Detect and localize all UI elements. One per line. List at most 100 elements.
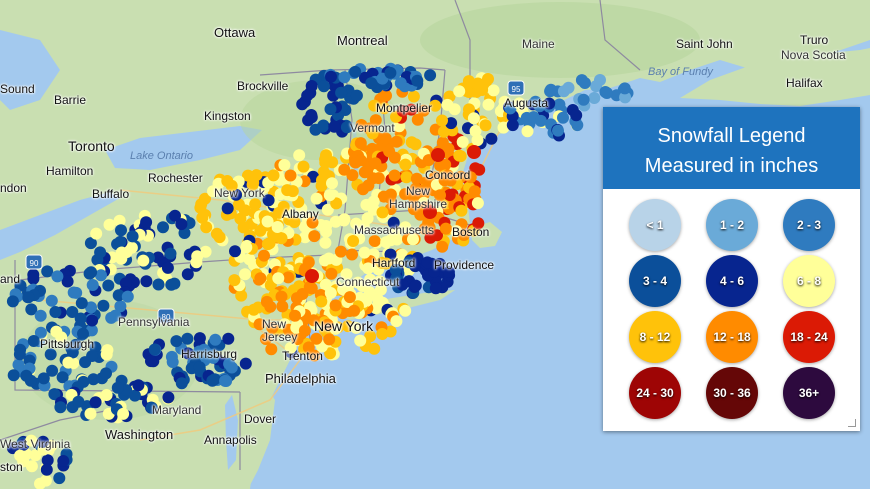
snowfall-dot[interactable] bbox=[152, 278, 165, 291]
snowfall-dot[interactable] bbox=[326, 156, 339, 169]
snowfall-dot[interactable] bbox=[390, 135, 403, 148]
snowfall-dot[interactable] bbox=[328, 120, 341, 133]
snowfall-dot[interactable] bbox=[570, 109, 583, 122]
snowfall-dot[interactable] bbox=[325, 70, 337, 83]
snowfall-dot[interactable] bbox=[94, 246, 107, 259]
snowfall-dot[interactable] bbox=[482, 98, 495, 111]
snowfall-dot[interactable] bbox=[307, 314, 320, 327]
snowfall-dot[interactable] bbox=[377, 190, 390, 203]
snowfall-dot[interactable] bbox=[487, 84, 500, 97]
snowfall-dot[interactable] bbox=[320, 220, 333, 232]
snowfall-dot[interactable] bbox=[321, 318, 334, 331]
snowfall-dot[interactable] bbox=[347, 235, 360, 247]
snowfall-dot[interactable] bbox=[299, 231, 312, 244]
snowfall-dot[interactable] bbox=[289, 309, 301, 322]
snowfall-dot[interactable] bbox=[453, 149, 466, 162]
snowfall-dot[interactable] bbox=[340, 121, 353, 134]
snowfall-dot[interactable] bbox=[557, 111, 569, 124]
snowfall-dot[interactable] bbox=[350, 89, 363, 102]
snowfall-dot[interactable] bbox=[100, 367, 112, 380]
snowfall-dot[interactable] bbox=[259, 333, 272, 345]
snowfall-dot[interactable] bbox=[388, 227, 401, 240]
snowfall-dot[interactable] bbox=[411, 252, 424, 264]
snowfall-dot[interactable] bbox=[399, 158, 412, 171]
snowfall-dot[interactable] bbox=[357, 183, 369, 196]
snowfall-dot[interactable] bbox=[407, 90, 420, 103]
snowfall-dot[interactable] bbox=[338, 71, 351, 84]
snowfall-dot[interactable] bbox=[53, 472, 66, 485]
snowfall-dot[interactable] bbox=[89, 396, 102, 409]
snowfall-dot[interactable] bbox=[441, 98, 454, 111]
snowfall-dot[interactable] bbox=[429, 99, 442, 112]
snowfall-dot[interactable] bbox=[62, 356, 75, 369]
snowfall-dot[interactable] bbox=[534, 114, 547, 127]
snowfall-dot[interactable] bbox=[235, 289, 248, 302]
snowfall-dot[interactable] bbox=[281, 184, 294, 197]
snowfall-dot[interactable] bbox=[264, 300, 277, 313]
snowfall-dot[interactable] bbox=[354, 334, 367, 347]
snowfall-dot[interactable] bbox=[376, 206, 389, 219]
snowfall-dot[interactable] bbox=[193, 332, 206, 345]
snowfall-dot[interactable] bbox=[148, 343, 161, 356]
snowfall-dot[interactable] bbox=[380, 89, 392, 102]
snowfall-dot[interactable] bbox=[434, 189, 446, 202]
snowfall-dot[interactable] bbox=[243, 253, 256, 266]
resize-handle-icon[interactable] bbox=[848, 419, 856, 427]
snowfall-dot[interactable] bbox=[77, 327, 89, 340]
snowfall-dot[interactable] bbox=[41, 265, 54, 278]
snowfall-dot[interactable] bbox=[249, 198, 262, 211]
snowfall-dot[interactable] bbox=[316, 120, 329, 133]
snowfall-dot[interactable] bbox=[103, 218, 116, 231]
snowfall-dot[interactable] bbox=[302, 341, 315, 354]
snowfall-dot[interactable] bbox=[240, 241, 253, 254]
snowfall-dot[interactable] bbox=[79, 356, 92, 369]
snowfall-dot[interactable] bbox=[37, 435, 50, 448]
snowfall-dot[interactable] bbox=[319, 236, 332, 249]
snowfall-dot[interactable] bbox=[272, 272, 285, 285]
snowfall-dot[interactable] bbox=[237, 221, 250, 234]
snowfall-dot[interactable] bbox=[409, 279, 422, 292]
snowfall-dot[interactable] bbox=[362, 262, 375, 275]
snowfall-dot[interactable] bbox=[145, 355, 157, 368]
snowfall-dot[interactable] bbox=[193, 361, 206, 374]
snowfall-dot[interactable] bbox=[57, 455, 70, 467]
snowfall-dot[interactable] bbox=[22, 291, 35, 304]
snowfall-dot[interactable] bbox=[114, 235, 127, 248]
snowfall-dot[interactable] bbox=[161, 261, 174, 274]
snowfall-dot[interactable] bbox=[113, 214, 126, 227]
snowfall-dot[interactable] bbox=[85, 266, 98, 279]
snowfall-dot[interactable] bbox=[384, 66, 397, 79]
snowfall-dot[interactable] bbox=[166, 356, 179, 368]
snowfall-dot[interactable] bbox=[390, 315, 403, 328]
snowfall-dot[interactable] bbox=[61, 275, 74, 288]
snowfall-dot[interactable] bbox=[348, 304, 361, 317]
snowfall-dot[interactable] bbox=[267, 169, 280, 182]
snowfall-dot[interactable] bbox=[431, 148, 445, 162]
snowfall-dot[interactable] bbox=[588, 92, 601, 104]
snowfall-dot[interactable] bbox=[379, 132, 392, 145]
snowfall-dot[interactable] bbox=[468, 185, 481, 198]
snowfall-dot[interactable] bbox=[164, 247, 177, 260]
snowfall-dot[interactable] bbox=[239, 268, 251, 281]
snowfall-dot[interactable] bbox=[358, 246, 371, 259]
snowfall-dot[interactable] bbox=[400, 171, 413, 184]
snowfall-dot[interactable] bbox=[34, 477, 46, 489]
snowfall-dot[interactable] bbox=[222, 332, 235, 345]
snowfall-dot[interactable] bbox=[175, 218, 188, 231]
snowfall-dot[interactable] bbox=[111, 381, 124, 394]
snowfall-dot[interactable] bbox=[388, 169, 401, 182]
snowfall-dot[interactable] bbox=[97, 299, 110, 312]
snowfall-dot[interactable] bbox=[411, 74, 424, 87]
snowfall-dot[interactable] bbox=[254, 224, 267, 237]
snowfall-dot[interactable] bbox=[557, 85, 570, 98]
snowfall-dot[interactable] bbox=[253, 318, 266, 331]
snowfall-dot[interactable] bbox=[85, 301, 97, 314]
snowfall-dot[interactable] bbox=[90, 227, 103, 240]
snowfall-dot[interactable] bbox=[157, 221, 169, 234]
snowfall-dot[interactable] bbox=[376, 328, 389, 340]
snowfall-dot[interactable] bbox=[438, 174, 451, 187]
snowfall-dot[interactable] bbox=[14, 449, 27, 462]
snowfall-dot[interactable] bbox=[209, 333, 222, 346]
snowfall-dot[interactable] bbox=[27, 335, 40, 347]
snowfall-dot[interactable] bbox=[305, 80, 318, 92]
